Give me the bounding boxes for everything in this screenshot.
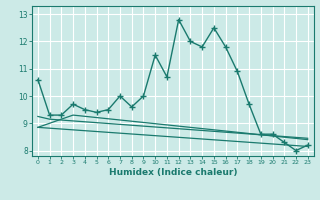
X-axis label: Humidex (Indice chaleur): Humidex (Indice chaleur) xyxy=(108,168,237,177)
